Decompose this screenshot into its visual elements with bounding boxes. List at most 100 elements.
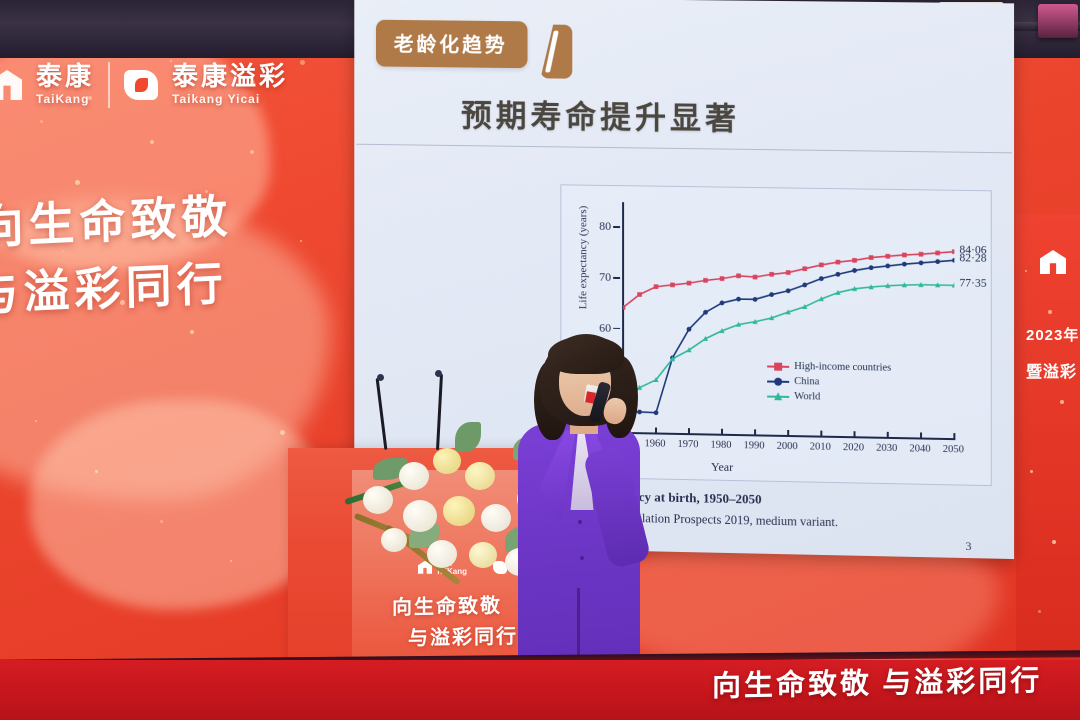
chart-data-point [819, 263, 824, 268]
chart-x-tick: 1970 [678, 439, 699, 450]
chart-y-tick: 80 [585, 219, 611, 234]
stage-light [1038, 4, 1078, 38]
chart-data-point [836, 272, 841, 277]
backdrop-blob [30, 400, 330, 610]
backdrop-speck [300, 60, 305, 65]
flower-bloom [427, 540, 457, 568]
banner-line2: 暨溢彩 [1026, 358, 1077, 382]
backdrop-calligraphy: 向生命致敬 与溢彩同行 [0, 181, 309, 329]
taikang-logo-text: 泰康 TaiKang [36, 64, 94, 106]
backdrop-speck [160, 520, 163, 523]
chart-end-label: 82·28 [959, 252, 986, 264]
chart-data-point [736, 273, 741, 278]
legend-line-swatch [767, 380, 789, 382]
backdrop-speck [205, 190, 208, 193]
backdrop-speck [1030, 470, 1033, 473]
chart-data-point [885, 254, 890, 259]
backdrop-speck [300, 240, 302, 242]
chart-data-point [637, 292, 642, 297]
legend-label: World [794, 391, 820, 402]
chart-data-point [919, 260, 924, 265]
chart-data-point [935, 259, 940, 264]
flower-bloom [465, 462, 495, 490]
chart-x-tick: 2000 [777, 441, 798, 452]
yicai-logo-text: 泰康溢彩 Taikang Yicai [172, 64, 288, 106]
chart-x-axis-label: Year [711, 460, 733, 475]
chart-data-point [852, 258, 857, 263]
badge-slash-decoration [540, 24, 572, 78]
flower-bloom [469, 542, 497, 568]
backdrop-speck [280, 430, 285, 435]
chart-data-point [786, 288, 791, 293]
chart-legend-item: High-income countries [767, 360, 891, 373]
chart-end-labels: 84·06 82·28 77·35 [561, 185, 990, 191]
logo-divider [108, 62, 110, 108]
speaker-button [580, 556, 584, 560]
stage-scene: 泰康 TaiKang 泰康溢彩 Taikang Yicai 向生命致敬 与溢彩同… [0, 0, 1080, 720]
flower-bloom [381, 528, 407, 552]
chart-data-point [802, 283, 807, 288]
chart-x-tick: 2030 [876, 443, 897, 454]
chart-x-tick: 2040 [909, 443, 930, 454]
flower-bloom [399, 462, 429, 490]
slide-title: 预期寿命提升显著 [461, 90, 740, 138]
legend-marker-circle [774, 377, 782, 385]
slide-page-number: 3 [965, 539, 971, 554]
legend-marker-triangle [774, 392, 782, 400]
backdrop-logos: 泰康 TaiKang 泰康溢彩 Taikang Yicai [0, 62, 288, 108]
backdrop-speck [190, 330, 194, 334]
chart-data-point [802, 266, 807, 271]
chart-end-label: 77·35 [959, 277, 986, 289]
stage-apron-calligraphy: 向生命致敬 与溢彩同行 [712, 657, 1042, 705]
backdrop-speck [1052, 540, 1056, 544]
chart-data-point [769, 272, 774, 277]
taikang-logo-cn: 泰康 [36, 64, 94, 90]
chart-data-point [902, 253, 907, 258]
chart-legend-item: China [767, 376, 891, 389]
chart-data-point [819, 276, 824, 281]
chart-x-tick: 1990 [744, 440, 765, 451]
legend-line-swatch [767, 365, 789, 367]
banner-line1: 2023年 [1026, 324, 1079, 345]
chart-data-point [736, 297, 741, 302]
yicai-logo-cn: 泰康溢彩 [172, 64, 288, 90]
speaker-hair-fringe [548, 336, 624, 374]
backdrop-speck [62, 250, 64, 252]
chart-data-point [753, 297, 758, 302]
flower-bloom [481, 504, 511, 532]
chart-y-axis-label: Life expectancy (years) [577, 178, 589, 338]
podium-calligraphy: 向生命致敬 与溢彩同行 [392, 591, 518, 655]
chart-x-ticks: 1950196019701980199020002010202020302040… [561, 185, 990, 191]
chart-data-point [654, 410, 659, 415]
chart-data-point [769, 292, 774, 297]
backdrop-speck [40, 120, 43, 123]
chart-legend: High-income countries China World [767, 360, 891, 407]
flower-bloom [403, 500, 437, 532]
chart-data-point [687, 281, 692, 286]
legend-marker-square [774, 362, 782, 370]
yicai-logo-en: Taikang Yicai [172, 92, 288, 106]
backdrop-speck [120, 300, 125, 305]
legend-label: High-income countries [794, 361, 891, 374]
speaker-button [578, 520, 582, 524]
chart-legend-item: World [767, 391, 891, 404]
backdrop-speck [1060, 400, 1064, 404]
chart-data-point [935, 251, 940, 256]
chart-y-ticks: 60 70 80 [561, 185, 990, 191]
chart-x-tick: 1960 [645, 438, 666, 449]
slide-section-badge: 老龄化趋势 [376, 20, 528, 68]
chart-data-point [786, 270, 791, 275]
chart-x-tick: 2050 [943, 444, 964, 455]
chart-data-point [952, 258, 954, 263]
chart-data-point [836, 260, 841, 265]
flower-bloom [433, 448, 461, 474]
chart-data-point [869, 265, 874, 270]
backdrop-speck [170, 60, 172, 62]
chart-data-point [720, 276, 725, 281]
chart-data-point [869, 255, 874, 260]
right-side-banner [1016, 214, 1080, 668]
backdrop-speck [1048, 310, 1052, 314]
backdrop-speck [150, 140, 154, 144]
chart-data-point [670, 283, 675, 288]
legend-label: China [794, 376, 819, 387]
